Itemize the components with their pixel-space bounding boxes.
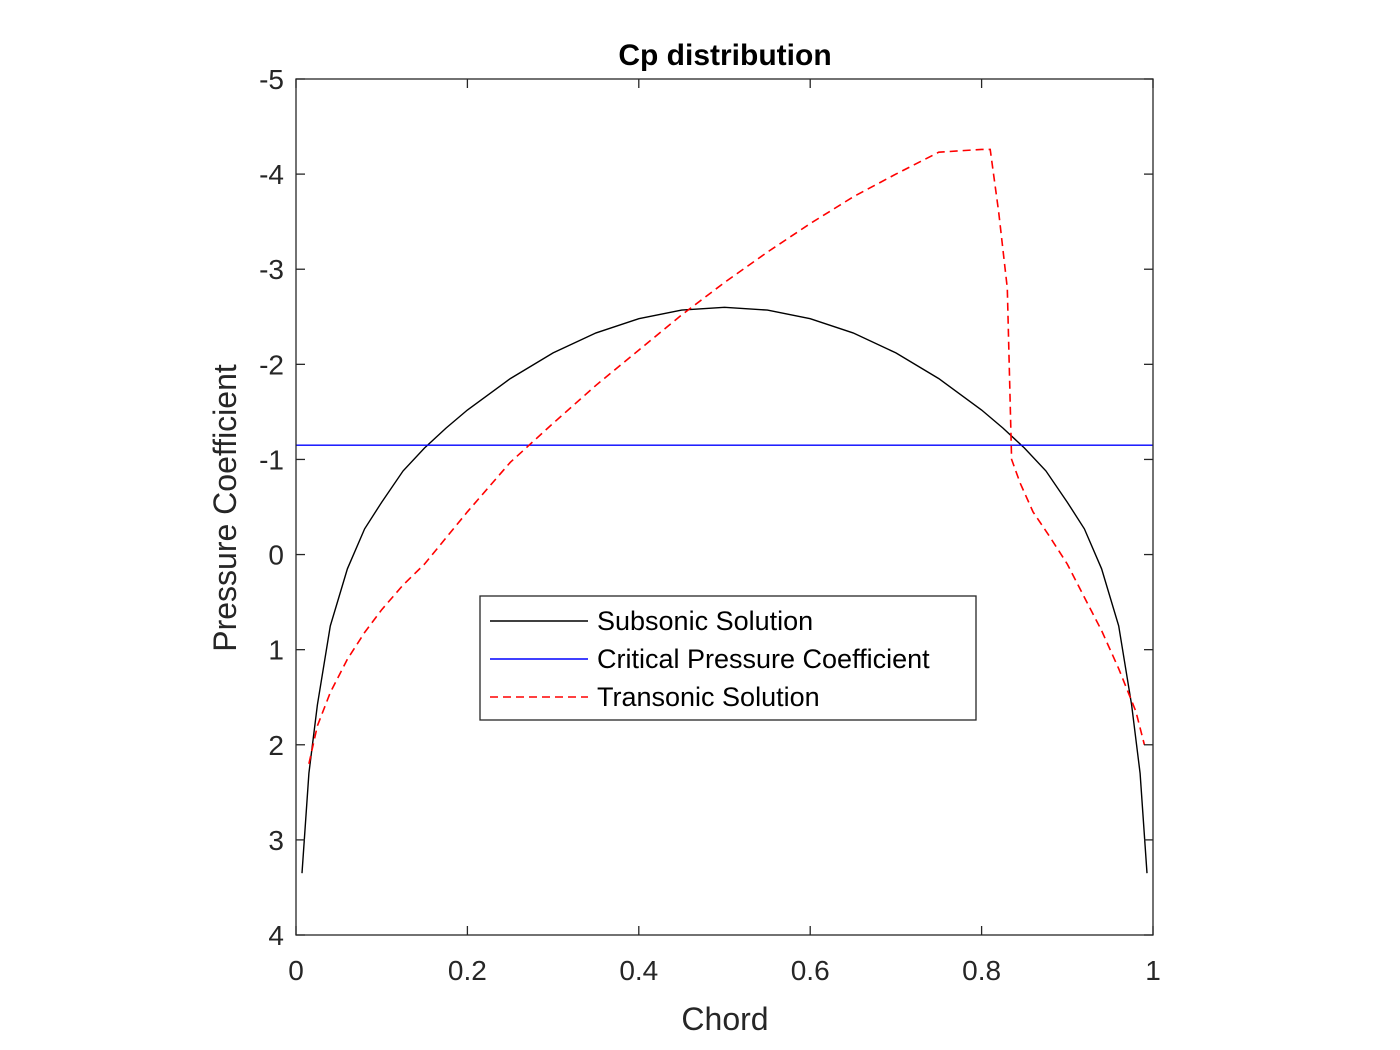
y-tick-label: 1	[268, 635, 284, 666]
legend-entry-1[interactable]: Critical Pressure Coefficient	[490, 644, 930, 674]
ticks-layer: 0 0.2 0.4 0.6 0.8 1 -5 -4 -3 -2 -1 0 1 2 3 4	[259, 64, 1161, 986]
legend-label: Transonic Solution	[597, 682, 820, 712]
axes-box	[295, 78, 1154, 936]
series-line-2	[308, 148, 1146, 764]
y-tick-label: 4	[268, 920, 284, 951]
legend-label: Subsonic Solution	[597, 606, 813, 636]
y-tick-label: -4	[259, 159, 284, 190]
x-axis-label: Chord	[681, 1001, 768, 1037]
legend-entry-2[interactable]: Transonic Solution	[490, 682, 820, 712]
series-layer	[296, 148, 1153, 874]
x-tick-label: 1	[1145, 955, 1161, 986]
x-tick-label: 0.4	[619, 955, 658, 986]
legend-label: Critical Pressure Coefficient	[597, 644, 930, 674]
x-tick-label: 0.8	[962, 955, 1001, 986]
y-tick-label: -1	[259, 444, 284, 475]
x-tick-label: 0.6	[791, 955, 830, 986]
y-tick-label: 2	[268, 730, 284, 761]
y-axis-label: Pressure Coefficient	[207, 364, 243, 652]
series-line-0	[301, 306, 1148, 874]
legend-box	[479, 595, 977, 721]
plot-area	[296, 79, 1153, 935]
legend-entry-0[interactable]: Subsonic Solution	[490, 606, 813, 636]
x-tick-label: 0.2	[448, 955, 487, 986]
y-tick-label: -2	[259, 349, 284, 380]
x-tick-label: 0	[288, 955, 304, 986]
legend[interactable]: Subsonic Solution Critical Pressure Coeff…	[479, 595, 977, 721]
y-tick-label: -3	[259, 254, 284, 285]
axes-background	[296, 79, 1153, 935]
y-tick-label: 3	[268, 825, 284, 856]
y-tick-label: 0	[268, 540, 284, 571]
chart-title: Cp distribution	[618, 39, 831, 72]
y-tick-label: -5	[259, 64, 284, 95]
